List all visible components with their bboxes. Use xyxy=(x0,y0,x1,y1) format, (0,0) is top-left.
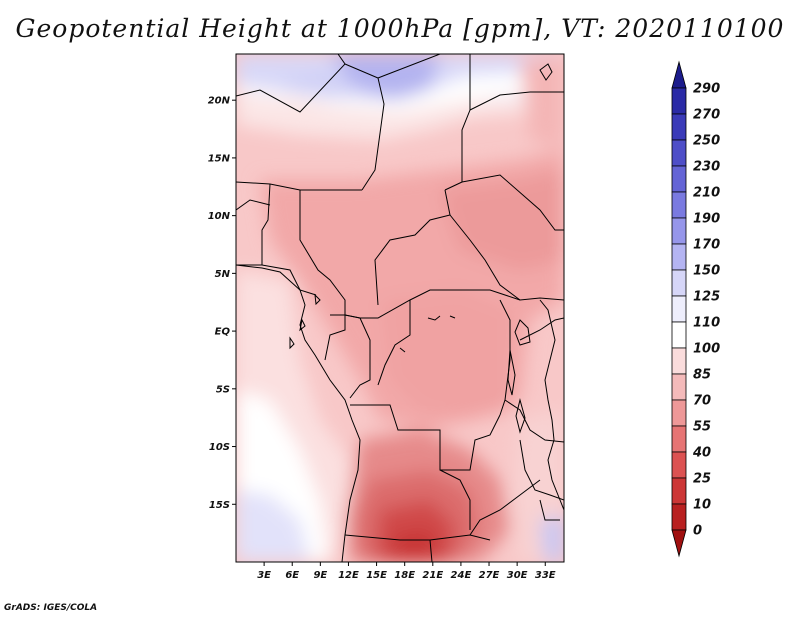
country-borders xyxy=(236,54,564,562)
colorbar-bin xyxy=(671,399,687,427)
lon-tick-label: 12E xyxy=(338,570,359,581)
colorbar-bin xyxy=(671,87,687,115)
colorbar-bin xyxy=(671,60,687,89)
colorbar-bin xyxy=(671,295,687,323)
lon-tick-label: 6E xyxy=(285,570,299,581)
lon-tick-label: 15E xyxy=(366,570,387,581)
colorbar-label: 230 xyxy=(693,160,720,175)
lon-tick-label: 18E xyxy=(394,570,415,581)
colorbar-bin xyxy=(671,113,687,141)
lon-tick-label: 24E xyxy=(451,570,472,581)
chart-title: Geopotential Height at 1000hPa [gpm], VT… xyxy=(15,14,785,43)
colorbar-bin xyxy=(671,503,687,531)
colorbar-label: 100 xyxy=(693,342,720,357)
colorbar-label: 70 xyxy=(693,394,711,409)
colorbar-bin xyxy=(671,477,687,505)
lon-tick-label: 3E xyxy=(257,570,271,581)
colorbar-bin xyxy=(671,425,687,453)
colorbar-bin xyxy=(671,529,687,558)
colorbar-label: 10 xyxy=(693,498,711,513)
colorbar-bin xyxy=(671,217,687,245)
colorbar-bin xyxy=(671,139,687,167)
lon-tick-label: 21E xyxy=(422,570,443,581)
colorbar-label: 190 xyxy=(693,212,720,227)
height-field xyxy=(236,54,564,562)
colorbar-label: 125 xyxy=(693,290,720,305)
colorbar-label: 270 xyxy=(693,108,720,123)
colorbar-bin xyxy=(671,451,687,479)
colorbar-bin xyxy=(671,347,687,375)
colorbar-bin xyxy=(671,269,687,297)
map-frame xyxy=(235,53,565,563)
lat-tick-label: 15S xyxy=(209,500,230,511)
lon-tick-label: 33E xyxy=(535,570,556,581)
colorbar-bin xyxy=(671,321,687,349)
lon-tick-label: 9E xyxy=(313,570,327,581)
lat-tick-label: 10S xyxy=(209,442,230,453)
lat-tick-label: 5N xyxy=(215,269,231,280)
lat-tick-label: 5S xyxy=(216,384,230,395)
grads-credit: GrADS: IGES/COLA xyxy=(4,603,98,613)
lat-axis: 20N 15N 10N 5N EQ 5S 10S 15S xyxy=(208,96,236,511)
colorbar-label: 170 xyxy=(693,238,720,253)
colorbar: 2902702502302101901701501251101008570554… xyxy=(671,60,720,558)
colorbar-bin xyxy=(671,243,687,271)
colorbar-label: 0 xyxy=(693,524,702,539)
lat-tick-label: 20N xyxy=(208,96,231,107)
colorbar-label: 110 xyxy=(693,316,720,331)
colorbar-label: 55 xyxy=(693,420,711,435)
colorbar-bin xyxy=(671,165,687,193)
lon-tick-label: 30E xyxy=(507,570,528,581)
lon-axis: 3E 6E 9E 12E 15E 18E 21E 24E 27E 30E 33E xyxy=(257,562,556,581)
lat-tick-label: EQ xyxy=(215,327,231,338)
colorbar-label: 40 xyxy=(692,446,711,461)
colorbar-label: 25 xyxy=(693,472,711,487)
colorbar-label: 210 xyxy=(693,186,720,201)
lon-tick-label: 27E xyxy=(479,570,500,581)
colorbar-label: 85 xyxy=(693,368,711,383)
lat-tick-label: 15N xyxy=(208,153,231,164)
lat-tick-label: 10N xyxy=(208,211,231,222)
colorbar-label: 250 xyxy=(693,134,720,149)
colorbar-label: 150 xyxy=(693,264,720,279)
colorbar-bin xyxy=(671,373,687,401)
colorbar-label: 290 xyxy=(693,82,720,97)
colorbar-bin xyxy=(671,191,687,219)
